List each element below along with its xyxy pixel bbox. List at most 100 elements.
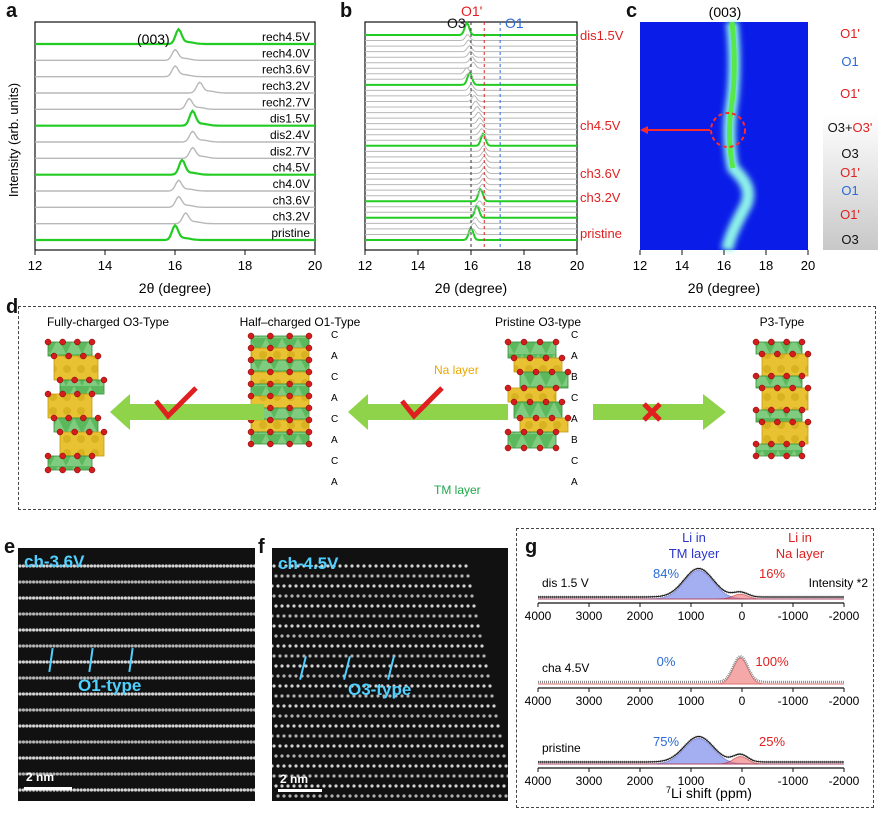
lattice-atom bbox=[117, 612, 121, 616]
lattice-atom bbox=[42, 676, 46, 680]
lattice-atom bbox=[274, 664, 278, 668]
lattice-atom bbox=[157, 724, 161, 728]
lattice-atom bbox=[154, 788, 158, 792]
lattice-atom bbox=[458, 564, 462, 568]
lattice-atom bbox=[38, 676, 42, 680]
oxygen-atom bbox=[752, 406, 760, 414]
lattice-atom bbox=[452, 624, 456, 628]
oxygen-atom bbox=[526, 398, 534, 406]
lattice-atom bbox=[450, 764, 454, 768]
lattice-atom bbox=[32, 660, 36, 664]
lattice-atom bbox=[127, 596, 131, 600]
lattice-atom bbox=[96, 676, 100, 680]
lattice-atom bbox=[382, 754, 386, 758]
lattice-atom bbox=[428, 744, 432, 748]
lattice-atom bbox=[59, 580, 63, 584]
lattice-atom bbox=[253, 580, 255, 584]
lattice-atom bbox=[324, 764, 328, 768]
lattice-atom bbox=[344, 714, 348, 718]
lattice-atom bbox=[185, 676, 189, 680]
lattice-atom bbox=[100, 740, 104, 744]
tm-layer-block bbox=[47, 455, 93, 471]
lattice-atom bbox=[18, 580, 22, 584]
lattice-atom bbox=[144, 708, 148, 712]
lattice-atom bbox=[208, 692, 212, 696]
lattice-atom bbox=[96, 660, 100, 664]
lattice-atom bbox=[96, 788, 100, 792]
lattice-atom bbox=[225, 628, 229, 632]
lattice-atom bbox=[253, 612, 255, 616]
lattice-atom bbox=[454, 664, 458, 668]
panel-g-xtick-label: 3000 bbox=[576, 774, 603, 788]
lattice-atom bbox=[127, 740, 131, 744]
lattice-atom bbox=[420, 644, 424, 648]
lattice-atom bbox=[314, 714, 318, 718]
lattice-atom bbox=[38, 644, 42, 648]
oxygen-atom bbox=[247, 356, 255, 364]
legend-tm-line2: TM layer bbox=[669, 546, 720, 561]
lattice-atom bbox=[59, 756, 63, 760]
lattice-atom bbox=[66, 676, 70, 680]
lattice-atom bbox=[406, 664, 410, 668]
lattice-atom bbox=[191, 580, 195, 584]
oxygen-atom bbox=[536, 428, 544, 436]
lattice-atom bbox=[294, 764, 298, 768]
lattice-atom bbox=[310, 604, 314, 608]
oxygen-atom bbox=[542, 398, 550, 406]
lattice-atom bbox=[280, 694, 284, 698]
lattice-atom bbox=[346, 754, 350, 758]
lattice-atom bbox=[21, 644, 25, 648]
lattice-atom bbox=[28, 772, 32, 776]
lattice-atom bbox=[428, 774, 432, 778]
o3-stacking-letter: C bbox=[571, 393, 578, 404]
lattice-atom bbox=[239, 676, 243, 680]
panel-b-chart: O1' O3 O1 dis1.5Vch4.5Vch3.6Vch3.2Vprist… bbox=[358, 3, 624, 296]
lattice-atom bbox=[358, 664, 362, 668]
lattice-atom bbox=[286, 694, 290, 698]
lattice-atom bbox=[472, 784, 476, 788]
lattice-atom bbox=[215, 676, 219, 680]
lattice-atom bbox=[185, 740, 189, 744]
lattice-atom bbox=[89, 596, 93, 600]
panel-a-series-rech4.5V bbox=[35, 27, 315, 46]
lattice-atom bbox=[358, 724, 362, 728]
lattice-atom bbox=[249, 580, 253, 584]
lattice-atom bbox=[32, 628, 36, 632]
lattice-atom bbox=[249, 756, 253, 760]
lattice-atom bbox=[286, 784, 290, 788]
o1-stacking-letter: C bbox=[331, 330, 338, 341]
lattice-atom bbox=[456, 794, 460, 798]
lattice-atom bbox=[490, 784, 494, 788]
lattice-atom bbox=[100, 676, 104, 680]
lattice-atom bbox=[35, 676, 39, 680]
lattice-atom bbox=[482, 654, 486, 658]
lattice-atom bbox=[314, 744, 318, 748]
oxygen-atom bbox=[548, 414, 556, 422]
lattice-atom bbox=[178, 612, 182, 616]
lattice-atom bbox=[154, 692, 158, 696]
lattice-atom bbox=[123, 660, 127, 664]
lattice-atom bbox=[292, 574, 296, 578]
lattice-atom bbox=[181, 580, 185, 584]
lattice-atom bbox=[123, 644, 127, 648]
lattice-atom bbox=[130, 740, 134, 744]
lattice-atom bbox=[66, 612, 70, 616]
lattice-atom bbox=[278, 594, 282, 598]
lattice-atom bbox=[219, 628, 223, 632]
lattice-atom bbox=[272, 744, 276, 748]
lattice-atom bbox=[438, 584, 442, 588]
lattice-atom bbox=[342, 794, 346, 798]
lattice-atom bbox=[219, 660, 223, 664]
lattice-atom bbox=[161, 644, 165, 648]
tm-layer-block bbox=[755, 443, 803, 457]
lattice-atom bbox=[366, 644, 370, 648]
lattice-atom bbox=[198, 788, 202, 792]
lattice-atom bbox=[390, 794, 394, 798]
lattice-atom bbox=[55, 708, 60, 712]
lattice-atom bbox=[420, 734, 424, 738]
lattice-atom bbox=[326, 624, 330, 628]
lattice-atom bbox=[59, 724, 63, 728]
lattice-atom bbox=[147, 724, 151, 728]
lattice-atom bbox=[386, 774, 390, 778]
oxygen-atom bbox=[768, 372, 775, 380]
